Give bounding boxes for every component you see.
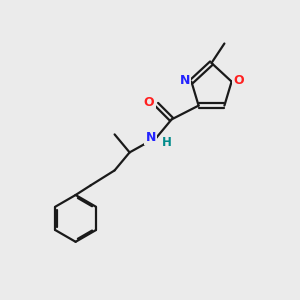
Text: N: N [146, 131, 156, 144]
Text: O: O [144, 95, 154, 109]
Text: N: N [180, 74, 190, 88]
Text: H: H [162, 136, 172, 149]
Text: O: O [233, 74, 244, 88]
